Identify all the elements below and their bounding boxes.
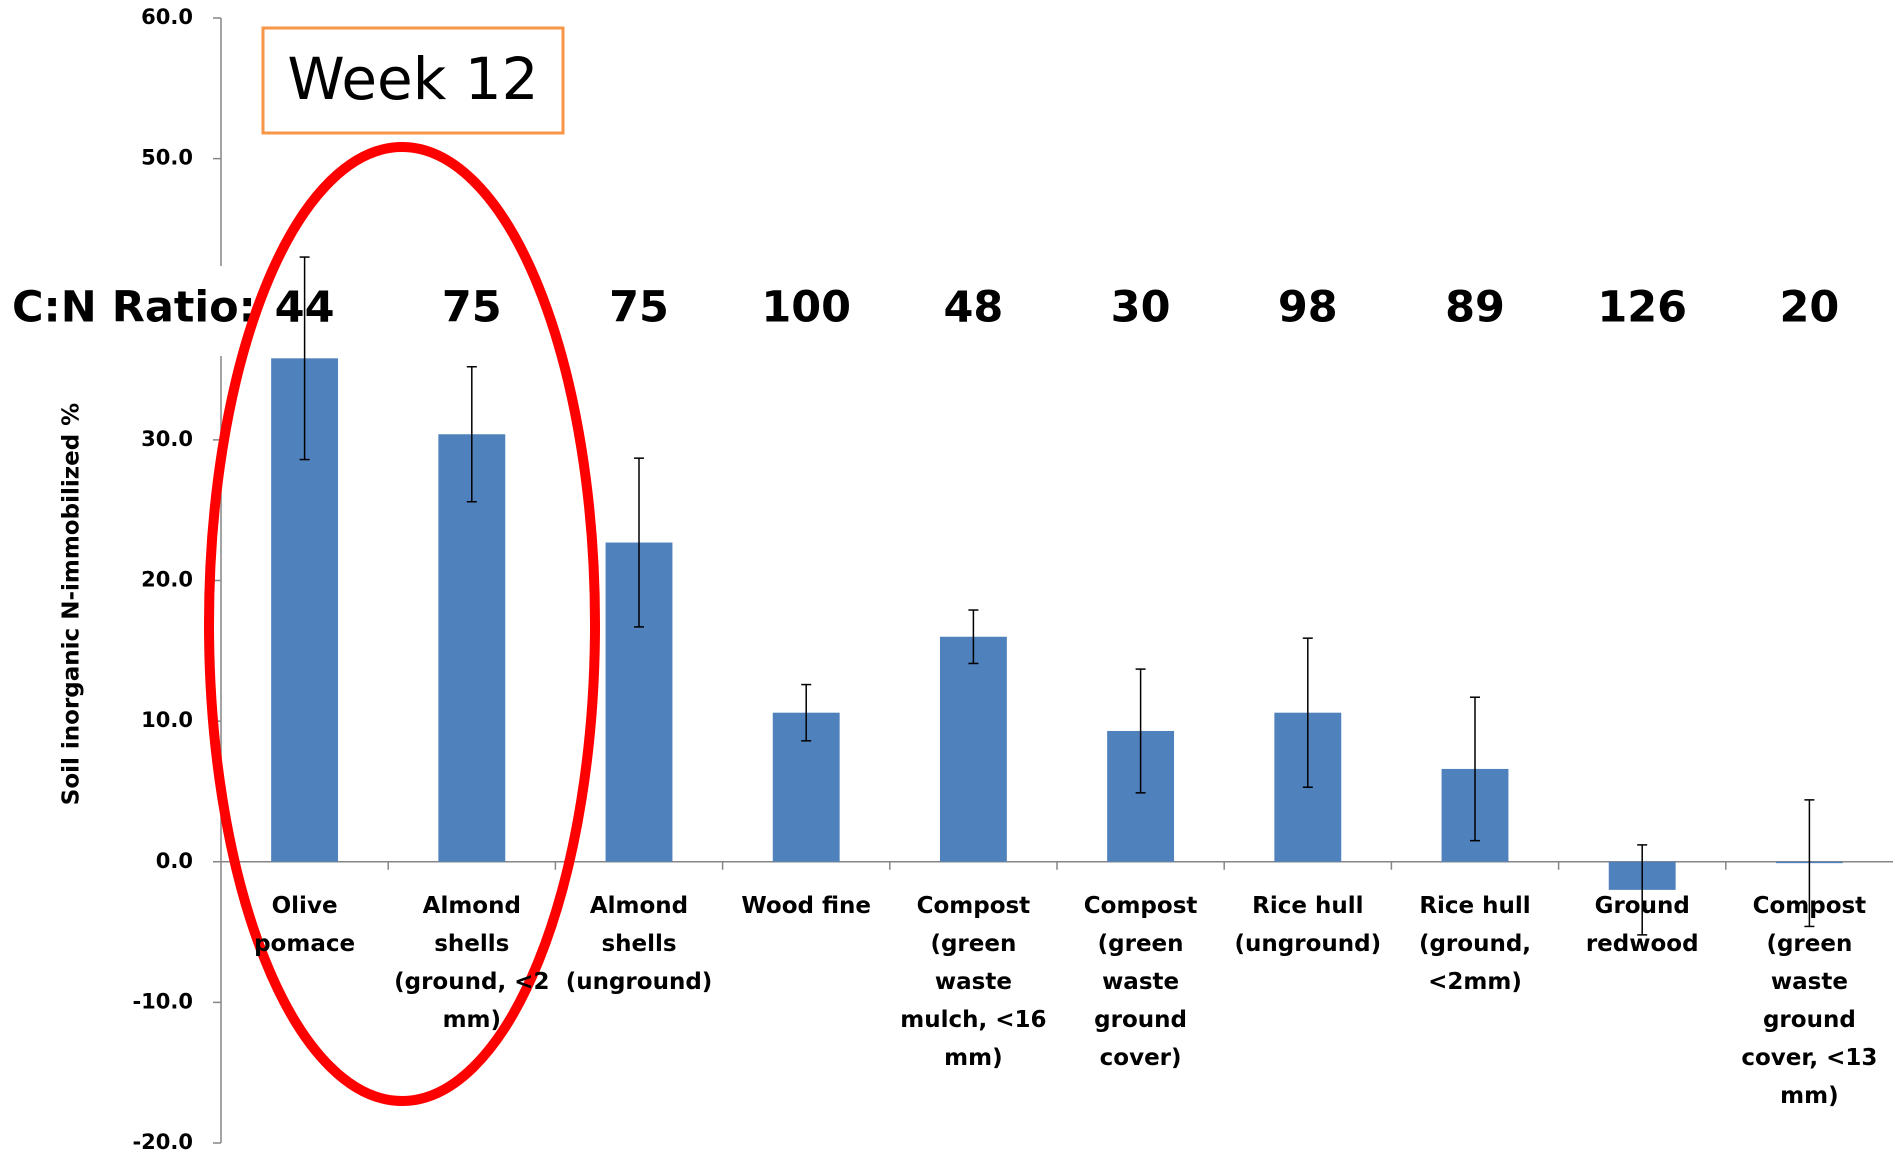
x-tick-label: Ground redwood <box>1585 893 1699 957</box>
error-bar <box>1637 844 1648 936</box>
x-tick-label: Compost (green waste mulch, <16 mm) <box>900 893 1047 1071</box>
cn-ratio: 126 <box>1597 283 1687 333</box>
cn-ratio: 75 <box>442 283 502 333</box>
cn-ratio: 48 <box>943 283 1003 333</box>
error-bar <box>634 457 644 628</box>
bar <box>939 636 1007 862</box>
annotation-box <box>261 26 565 135</box>
y-tick-label: -10.0 <box>132 989 193 1013</box>
bar <box>438 434 506 862</box>
y-tick-label: -20.0 <box>132 1130 193 1154</box>
x-tick-label: Compost (green waste ground cover) <box>1083 893 1198 1071</box>
x-tick-label: Rice hull (unground) <box>1234 893 1382 957</box>
cn-ratio: 75 <box>609 283 669 333</box>
error-bar <box>299 256 310 461</box>
cn-label: C:N Ratio: <box>12 283 256 333</box>
error-bar <box>801 683 812 742</box>
cn-ratio: 44 <box>275 283 335 333</box>
error-bar <box>1135 668 1146 794</box>
y-tick-label: 10.0 <box>141 708 193 732</box>
error-bar <box>968 609 979 665</box>
x-tick-label: Almond shells (ground, <2 mm) <box>394 893 550 1033</box>
cn-ratio: 98 <box>1278 283 1338 333</box>
highlight-ellipse <box>204 142 600 1106</box>
x-tick-label: Wood fine <box>741 893 872 919</box>
y-tick-label: 30.0 <box>141 427 193 451</box>
y-tick-label: 0.0 <box>156 849 193 873</box>
x-tick-label: Rice hull (ground, <2mm) <box>1418 893 1532 995</box>
x-tick-label: Olive pomace <box>254 893 356 957</box>
error-bar <box>1470 696 1480 842</box>
cn-ratio: 30 <box>1111 283 1171 333</box>
x-tick-label: Compost (green waste ground cover, <13 m… <box>1741 893 1878 1109</box>
y-axis-label: Soil inorganic N-immobilized % <box>59 403 85 805</box>
annotation: Week 12 <box>287 45 538 113</box>
error-bar <box>1804 799 1815 928</box>
cn-ratio: 100 <box>761 283 851 333</box>
error-bar <box>466 366 477 503</box>
cn-ratio: 89 <box>1445 283 1505 333</box>
cn-background <box>0 266 1893 356</box>
y-tick-label: 20.0 <box>141 568 193 592</box>
error-bar <box>1302 637 1313 788</box>
y-tick-label: 50.0 <box>141 146 193 170</box>
y-tick-label: 60.0 <box>141 5 193 29</box>
x-tick-label: Almond shells (unground) <box>565 893 713 995</box>
cn-ratio: 20 <box>1779 283 1839 333</box>
